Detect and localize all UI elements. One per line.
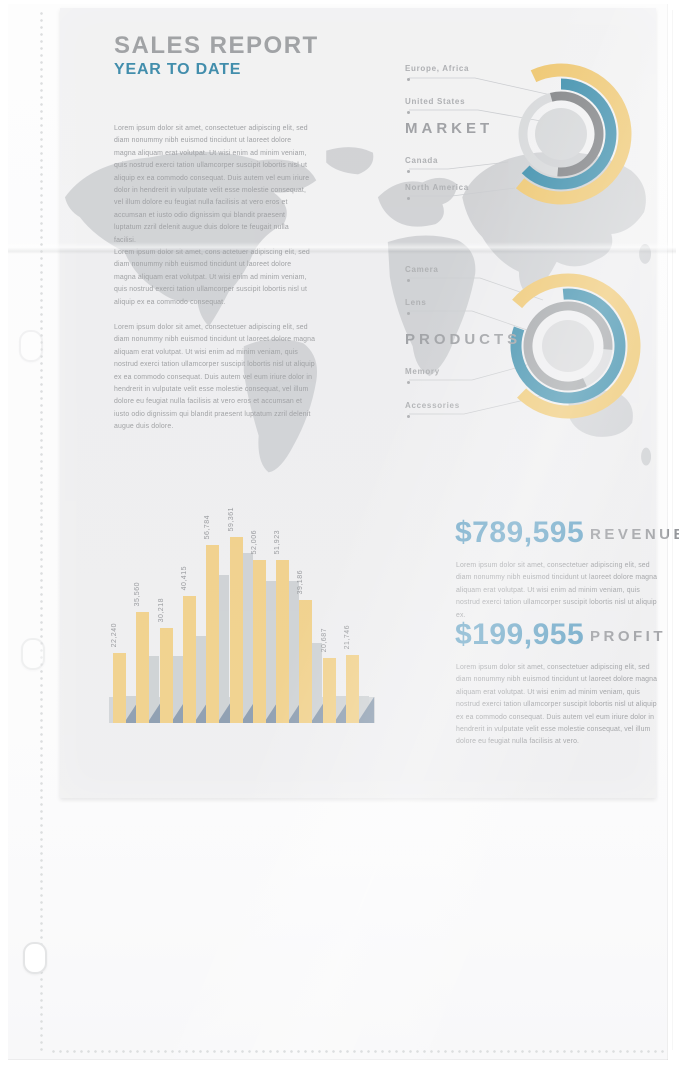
profit-label: PROFIT [590, 628, 666, 645]
bar-shadow [126, 696, 136, 723]
bar-shadow [335, 696, 346, 723]
bar [252, 560, 266, 723]
donut-center [535, 108, 587, 160]
bar-value-label: 56,784 [204, 514, 212, 539]
market-label-united-states: United States [405, 97, 466, 106]
donut-ring-outer-yellow [490, 63, 632, 205]
label-dot [407, 111, 410, 114]
donut-center [542, 320, 594, 372]
sleeve-weld-seam-bottom [50, 1049, 665, 1054]
report-title: SALES REPORT [114, 32, 319, 59]
bar-shadow [265, 581, 276, 723]
map-south-america [243, 338, 318, 473]
bar-shadow [289, 581, 300, 723]
bar-value-label: 22,240 [111, 622, 118, 647]
body-paragraph: Lorem ipsum dolor sit amet, consectetuer… [114, 324, 316, 431]
binder-hole-bottom [23, 942, 47, 974]
bar-shadow [312, 643, 323, 723]
bar [136, 612, 150, 723]
revenue-description: Lorem ipsum dolor sit amet, consectetuer… [456, 562, 658, 619]
profit-amount: $199,955 [455, 618, 585, 651]
bar [229, 537, 243, 723]
bar-shadow [172, 656, 183, 723]
label-dot [407, 312, 410, 315]
bar [346, 655, 359, 723]
market-label-europe-africa: Europe, Africa [405, 64, 470, 73]
bar [299, 600, 313, 723]
bar-value-label: 30,218 [157, 597, 165, 622]
market-heading: MARKET [405, 120, 494, 137]
sleeve-weld-seam-left [39, 10, 44, 1052]
products-heading: PRODUCTS [405, 331, 522, 348]
bar-shadow [149, 656, 160, 723]
bar-shadow [359, 696, 369, 723]
market-label-north-america: North America [405, 183, 469, 192]
map-japan [639, 243, 652, 264]
bar [113, 653, 126, 723]
revenue-label: REVENUE [590, 526, 679, 543]
bar [276, 560, 290, 723]
products-label-camera: Camera [405, 265, 439, 274]
body-paragraph-block: Lorem ipsum dolor sit amet, consectetuer… [114, 322, 316, 434]
sales-bar-chart: 22,240 35,560 30,218 40,415 56,784 59,361 52,0… [109, 489, 375, 723]
bar [322, 658, 336, 723]
map-new-zealand [641, 447, 652, 466]
bar-value-label: 20,687 [320, 627, 328, 652]
bar-value-label: 59,361 [227, 506, 235, 531]
revenue-amount: $789,595 [455, 516, 585, 549]
products-label-accessories: Accessories [405, 401, 460, 410]
bar-shadow [219, 575, 230, 723]
bar-value-label: 52,006 [250, 529, 258, 554]
bar [206, 545, 220, 723]
bar-value-label: 51,923 [274, 529, 282, 554]
profit-description: Lorem ipsum dolor sit amet, consectetuer… [456, 664, 658, 746]
map-north-america [64, 151, 317, 327]
report-subtitle: YEAR TO DATE [114, 61, 242, 78]
bar-value-label: 40,415 [180, 565, 188, 590]
donut-ring-middle-teal [505, 78, 617, 190]
label-dot [407, 78, 410, 81]
market-donut-chart [490, 63, 632, 205]
intro-paragraph-continued: Lorem ipsum dolor sit amet, cons actetue… [114, 249, 310, 306]
bar-value-label: 21,746 [344, 624, 351, 649]
bar-shadow [242, 553, 253, 723]
products-label-memory: Memory [405, 367, 440, 376]
binder-hole-middle [21, 638, 45, 670]
label-dot [407, 381, 410, 384]
label-dot [407, 415, 410, 418]
label-dot [407, 197, 410, 200]
bar-value-label: 39,186 [297, 569, 305, 594]
map-greenland [326, 147, 374, 175]
market-label-canada: Canada [405, 156, 439, 165]
binder-hole-top [19, 330, 43, 362]
intro-paragraph: Lorem ipsum dolor sit amet, consectetuer… [114, 125, 310, 244]
products-label-lens: Lens [405, 298, 427, 307]
label-dot [407, 279, 410, 282]
map-africa [387, 235, 476, 377]
products-donut-chart [495, 273, 641, 419]
intro-paragraphs: Lorem ipsum dolor sit amet, consectetuer… [114, 123, 312, 309]
bar-shadow [195, 636, 206, 723]
bar-value-label: 35,560 [134, 581, 142, 606]
bar [159, 628, 173, 723]
map-australia [568, 390, 633, 437]
report-page: SALES REPORT YEAR TO DATE Lorem ipsum do… [60, 8, 679, 798]
label-dot [407, 170, 410, 173]
bar [182, 596, 196, 723]
